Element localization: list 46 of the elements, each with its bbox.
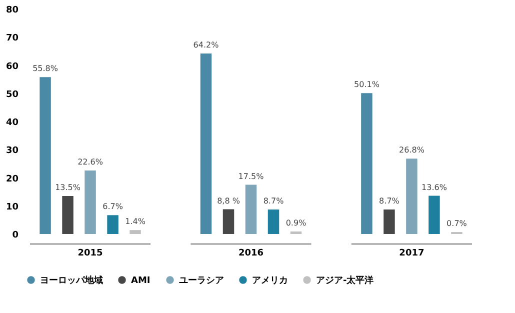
y-tick-label: 80 xyxy=(6,6,18,16)
data-label: 0.7% xyxy=(446,219,468,228)
bar xyxy=(62,196,74,234)
y-tick-label: 30 xyxy=(6,146,18,156)
x-tick-label: 2015 xyxy=(78,248,103,258)
data-label: 22.6% xyxy=(78,157,104,166)
data-label: 13.6% xyxy=(422,182,448,192)
y-tick-label: 60 xyxy=(6,62,18,72)
bar xyxy=(222,209,234,234)
data-label: 13.5% xyxy=(55,183,81,192)
legend-label: アジア-太平洋 xyxy=(316,275,374,286)
bar xyxy=(40,77,51,234)
y-tick-label: 40 xyxy=(6,118,18,128)
bar xyxy=(290,231,302,234)
data-label: 8.7% xyxy=(263,196,284,206)
bar xyxy=(107,215,118,234)
legend-label: アメリカ xyxy=(252,276,288,286)
y-tick-label: 10 xyxy=(6,202,18,212)
bar xyxy=(245,184,257,234)
legend-label: ヨーロッパ地域 xyxy=(40,275,103,286)
bar xyxy=(130,230,141,234)
x-tick-label: 2017 xyxy=(399,248,424,258)
y-tick-label: 0 xyxy=(12,230,18,240)
data-label: 26.8% xyxy=(399,146,425,155)
data-label: 6.7% xyxy=(102,202,124,212)
data-label: 17.5% xyxy=(238,172,264,181)
legend-label: AMI xyxy=(131,276,150,286)
data-label: 55.8% xyxy=(32,64,58,74)
bar xyxy=(200,53,212,234)
bar xyxy=(406,158,418,234)
bar xyxy=(361,93,372,234)
data-label: 8,8 % xyxy=(217,196,240,206)
bar xyxy=(84,170,96,234)
data-label: 0.9% xyxy=(286,218,307,228)
legend-label: ユーラシア xyxy=(179,276,224,286)
bar xyxy=(384,210,395,234)
y-tick-label: 70 xyxy=(6,34,18,44)
y-tick-label: 50 xyxy=(6,90,18,100)
data-label: 1.4% xyxy=(125,217,146,226)
x-tick-label: 2016 xyxy=(238,248,264,258)
bar xyxy=(268,210,280,234)
data-label: 8.7% xyxy=(379,196,400,206)
data-label: 64.2% xyxy=(193,40,220,50)
bar xyxy=(428,196,440,234)
y-tick-label: 20 xyxy=(6,174,18,184)
data-label: 50.1% xyxy=(354,80,380,90)
